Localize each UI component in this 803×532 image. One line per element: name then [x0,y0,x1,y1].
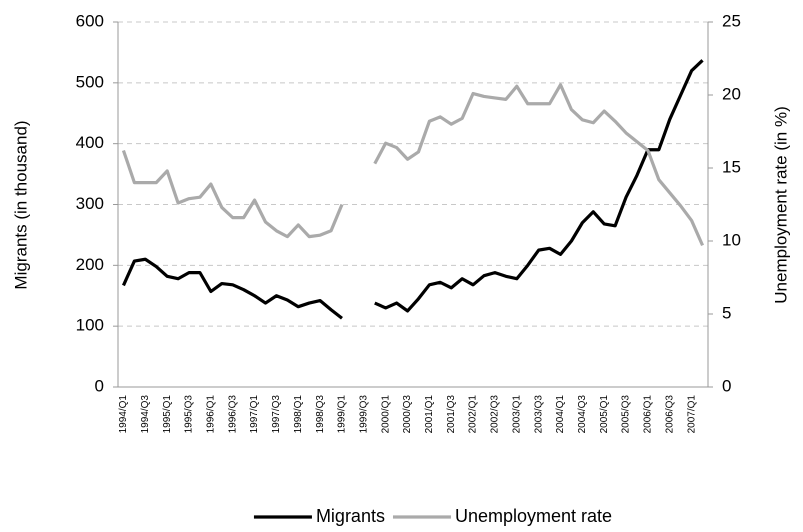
x-tick-label: 1998/Q1 [293,395,304,434]
y-tick-label: 600 [76,11,104,30]
x-tick-label: 1995/Q1 [162,395,173,434]
x-tick-label: 1997/Q1 [249,395,260,434]
y-tick-label: 300 [76,194,104,213]
x-tick-label: 1996/Q1 [206,395,217,434]
x-tick-label: 2006/Q1 [643,395,654,434]
y-tick-label: 400 [76,133,104,152]
y2-tick-label: 20 [722,84,741,103]
y-tick-label: 200 [76,255,104,274]
x-tick-label: 2004/Q3 [577,395,588,434]
x-tick-label: 2002/Q3 [490,395,501,434]
x-tick-label: 1995/Q3 [184,395,195,434]
x-tick-label: 1999/Q3 [358,395,369,434]
legend-label: Migrants [316,506,385,526]
y-tick-label: 100 [76,316,104,335]
series-line [121,83,705,247]
x-tick-label: 2007/Q1 [686,395,697,434]
y2-axis-title: Unemployment rate (in %) [771,106,790,303]
x-tick-label: 1994/Q1 [118,395,129,434]
x-tick-label: 1998/Q3 [315,395,326,434]
y-tick-label: 0 [95,376,104,395]
series-line [122,59,704,320]
x-tick-label: 2005/Q3 [621,395,632,434]
x-tick-label: 2000/Q3 [402,395,413,434]
x-tick-label: 2001/Q3 [446,395,457,434]
x-tick-label: 1994/Q3 [140,395,151,434]
x-tick-label: 1997/Q3 [271,395,282,434]
y-tick-label: 500 [76,72,104,91]
legend-label: Unemployment rate [455,506,612,526]
y2-tick-label: 0 [722,376,731,395]
y2-tick-label: 10 [722,230,741,249]
y-axis-title: Migrants (in thousand) [11,120,30,289]
y2-tick-label: 15 [722,157,741,176]
x-tick-label: 2005/Q1 [599,395,610,434]
x-tick-label: 2006/Q3 [664,395,675,434]
x-tick-label: 2004/Q1 [555,395,566,434]
x-tick-label: 2002/Q1 [468,395,479,434]
y2-tick-label: 25 [722,11,741,30]
x-tick-label: 2003/Q3 [533,395,544,434]
x-tick-label: 1999/Q1 [337,395,348,434]
x-tick-label: 1996/Q3 [227,395,238,434]
y2-tick-label: 5 [722,303,731,322]
x-tick-label: 2001/Q1 [424,395,435,434]
x-tick-label: 2003/Q1 [511,395,522,434]
x-tick-label: 2000/Q1 [380,395,391,434]
